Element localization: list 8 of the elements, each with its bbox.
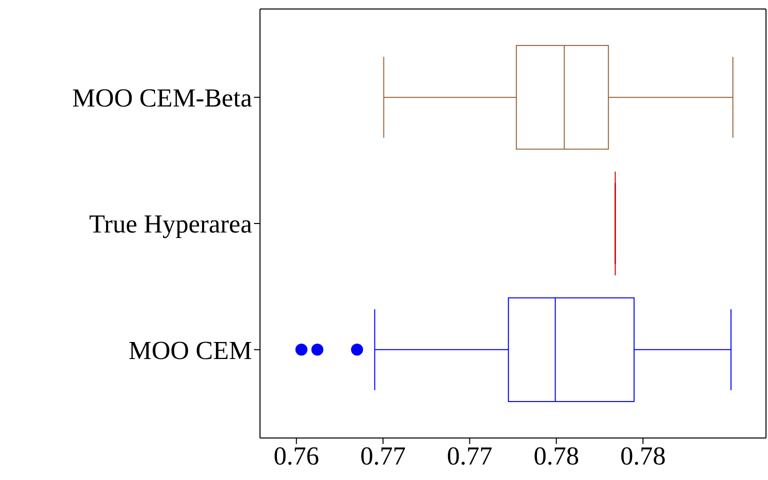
x-tick-label: 0.78 [620,441,666,470]
y-tick-label: MOO CEM [128,336,252,365]
y-tick-label: True Hyperarea [89,210,252,239]
x-tick-label: 0.77 [360,441,406,470]
x-tick-label: 0.76 [274,441,320,470]
y-tick-label: MOO CEM-Beta [72,84,252,113]
x-tick-label: 0.78 [534,441,580,470]
x-tick-label: 0.77 [446,441,492,470]
